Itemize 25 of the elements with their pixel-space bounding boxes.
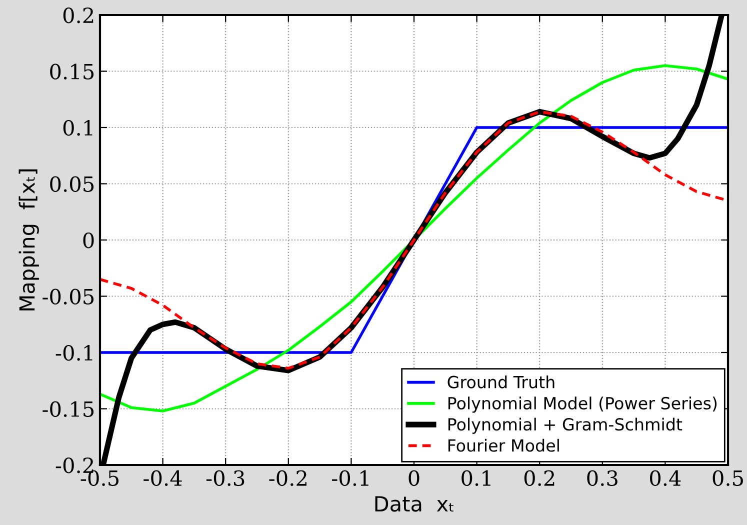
y-tick-label: 0.2 bbox=[63, 7, 94, 24]
x-tick-label: 0.3 bbox=[587, 470, 618, 486]
y-tick-label: 0 bbox=[83, 232, 94, 248]
x-tick-label: 0.2 bbox=[524, 470, 554, 486]
y-tick-label: 0.1 bbox=[63, 120, 92, 136]
x-tick-label: -0.2 bbox=[269, 470, 306, 486]
x-tick-label: 0.1 bbox=[462, 470, 490, 486]
x-tick-label: -0.4 bbox=[144, 470, 182, 486]
x-tick-label: 0.5 bbox=[712, 470, 743, 486]
legend-label: Polynomial Model (Power Series) bbox=[448, 396, 717, 413]
x-axis-title: Data xₜ bbox=[375, 496, 454, 512]
y-tick-label: -0.1 bbox=[56, 344, 92, 361]
y-tick-label: 0.15 bbox=[50, 64, 94, 80]
x-tick-label: -0.1 bbox=[332, 470, 368, 486]
x-tick-label: -0.3 bbox=[206, 470, 244, 486]
y-tick-label: -0.15 bbox=[42, 401, 94, 417]
x-tick-label: 0.4 bbox=[650, 470, 681, 486]
y-tick-label: 0.05 bbox=[50, 176, 94, 192]
line-series bbox=[100, 64, 728, 412]
y-axis-title: Mapping f[xₜ] bbox=[18, 169, 39, 310]
legend-label: Ground Truth bbox=[448, 375, 554, 388]
x-tick-label: 0 bbox=[408, 470, 420, 486]
legend-label: Polynomial + Gram-Schmidt bbox=[448, 418, 682, 434]
y-tick-label: -0.05 bbox=[42, 288, 94, 304]
legend-label: Fourier Model bbox=[448, 438, 559, 452]
